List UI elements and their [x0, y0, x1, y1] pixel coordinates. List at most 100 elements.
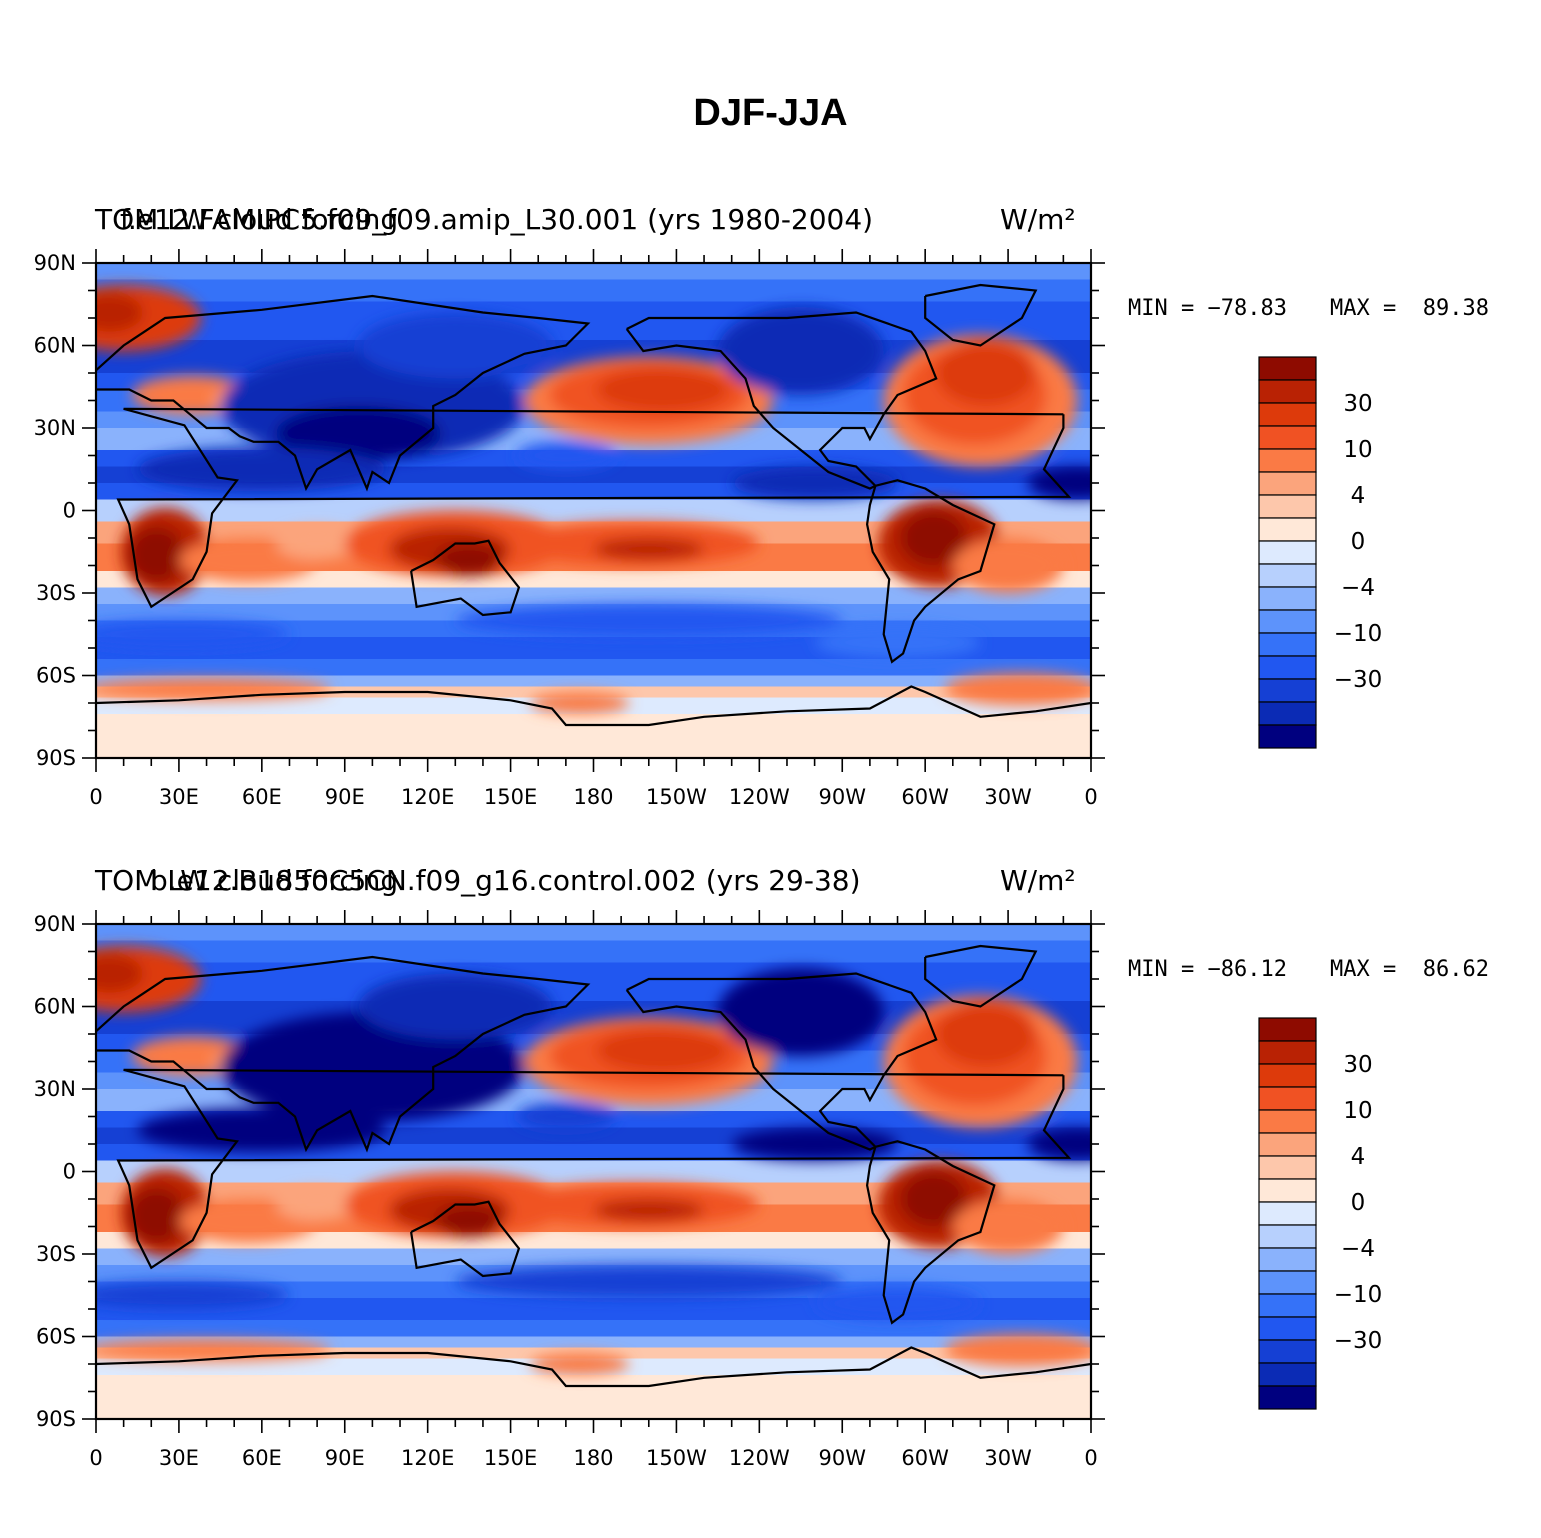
lon-label: 60E — [242, 785, 282, 809]
panel-center-title: f.e12.FAMIPC5.f09_f09.amip_L30.001 (yrs … — [120, 203, 874, 236]
field-blob — [96, 678, 331, 701]
north-america-outline — [625, 972, 938, 1151]
field-layer — [96, 263, 1091, 758]
lon-label: 150W — [646, 1446, 707, 1470]
field-band — [96, 1320, 1091, 1338]
field-blob — [900, 510, 967, 566]
lat-label: 90S — [36, 1407, 76, 1431]
lon-label: 30E — [159, 1446, 199, 1470]
lon-label: 180 — [573, 1446, 613, 1470]
colorbar-swatch — [1258, 517, 1317, 542]
colorbar-swatch — [1258, 1155, 1317, 1180]
colorbar-label: 4 — [1351, 1144, 1366, 1170]
lon-label: 120E — [401, 1446, 454, 1470]
colorbar-label: −30 — [1334, 1328, 1383, 1354]
lon-label: 120W — [729, 1446, 790, 1470]
colorbar-swatch — [1258, 471, 1317, 496]
colorbar-swatch — [1258, 609, 1317, 634]
field-band — [96, 962, 1091, 1002]
colorbar-label: 0 — [1351, 529, 1366, 555]
field-blob — [516, 441, 616, 470]
africa-outline — [116, 1068, 1072, 1270]
field-band — [96, 940, 1091, 964]
lon-label: 90E — [325, 785, 365, 809]
colorbar-swatch — [1258, 425, 1317, 450]
australia-outline — [410, 1200, 521, 1278]
colorbar-label: −30 — [1334, 667, 1383, 693]
field-blob — [593, 1199, 705, 1221]
colorbar-label: −10 — [1334, 1282, 1383, 1308]
field-blob — [596, 367, 729, 412]
field-band — [96, 1375, 1091, 1419]
field-blob — [717, 307, 884, 395]
colorbar-swatch — [1258, 1178, 1317, 1203]
field-blob — [137, 447, 387, 492]
field-blob — [129, 527, 185, 582]
colorbar — [1258, 1017, 1317, 1410]
colorbar-swatch — [1258, 1201, 1317, 1226]
colorbar-swatch — [1258, 1316, 1317, 1341]
colorbar-swatch — [1258, 540, 1317, 565]
colorbar-label: 30 — [1343, 391, 1372, 417]
field-band — [96, 1248, 1091, 1266]
colorbar-swatch — [1258, 494, 1317, 519]
field-band — [96, 499, 1091, 523]
field-blob — [96, 1281, 290, 1309]
colorbar-label: −10 — [1334, 621, 1383, 647]
lon-label: 120W — [729, 785, 790, 809]
field-blob — [593, 538, 705, 560]
map-svg: 90N 60N 30N 0 30S 60S 90S 0 30E 60E 90E 120E 150E 180… — [34, 910, 1383, 1470]
lat-label: 90S — [36, 746, 76, 770]
panel-left-title: TOM LW cloud forcing — [95, 203, 399, 236]
lon-label: 0 — [89, 1446, 102, 1470]
field-blob — [1027, 1127, 1091, 1161]
lon-label: 120E — [401, 785, 454, 809]
panel-units: W/m² — [1000, 864, 1076, 897]
lat-label: 30S — [36, 581, 76, 605]
field-blob — [435, 543, 503, 577]
colorbar-swatch — [1258, 678, 1317, 703]
field-blob — [944, 1333, 1091, 1367]
panel-left-title: TOM LW cloud forcing — [95, 864, 399, 897]
greenland-outline — [924, 283, 1038, 347]
lat-label: 90N — [34, 912, 76, 936]
lat-label: 0 — [63, 499, 76, 523]
colorbar-swatch — [1258, 1132, 1317, 1157]
field-band — [96, 279, 1091, 303]
colorbar-swatch — [1258, 1040, 1317, 1065]
colorbar-swatch — [1258, 632, 1317, 657]
lon-label: 0 — [1084, 785, 1097, 809]
field-band — [96, 571, 1091, 589]
field-blob — [731, 466, 898, 500]
field-blob — [455, 604, 843, 637]
eurasia-outline — [96, 955, 591, 1153]
antarctica-outline — [96, 1346, 1091, 1388]
figure-title: DJF-JJA — [693, 92, 848, 134]
field-band — [96, 587, 1091, 605]
map-svg: 90N 60N 30N 0 30S 60S 90S 0 30E 60E 90E 120E 150E 180… — [34, 249, 1383, 809]
field-blob — [137, 1108, 387, 1153]
colorbar-swatch — [1258, 1109, 1317, 1134]
colorbar-swatch — [1258, 1063, 1317, 1088]
field-blob — [129, 1188, 185, 1243]
field-blob — [944, 672, 1091, 706]
map-panel-1: TOM LW cloud forcing f.e12.FAMIPC5.f09_f… — [0, 190, 1541, 830]
colorbar-label: 4 — [1351, 483, 1366, 509]
eurasia-outline — [96, 294, 591, 492]
field-band — [96, 659, 1091, 677]
colorbar-label: 0 — [1351, 1190, 1366, 1216]
lon-label: 150E — [484, 785, 537, 809]
lat-label: 30N — [34, 1077, 76, 1101]
colorbar-swatch — [1258, 1385, 1317, 1410]
field-blob — [435, 1204, 503, 1238]
south-america-outline — [865, 479, 996, 664]
lat-label: 60S — [36, 1325, 76, 1349]
field-blob — [275, 1067, 442, 1122]
field-blob — [900, 1171, 967, 1227]
field-band — [96, 1232, 1091, 1250]
lon-label: 90W — [819, 1446, 867, 1470]
colorbar-label: −4 — [1341, 1236, 1375, 1262]
colorbar-swatch — [1258, 655, 1317, 680]
lat-label: 60N — [34, 334, 76, 358]
panel-units: W/m² — [1000, 203, 1076, 236]
